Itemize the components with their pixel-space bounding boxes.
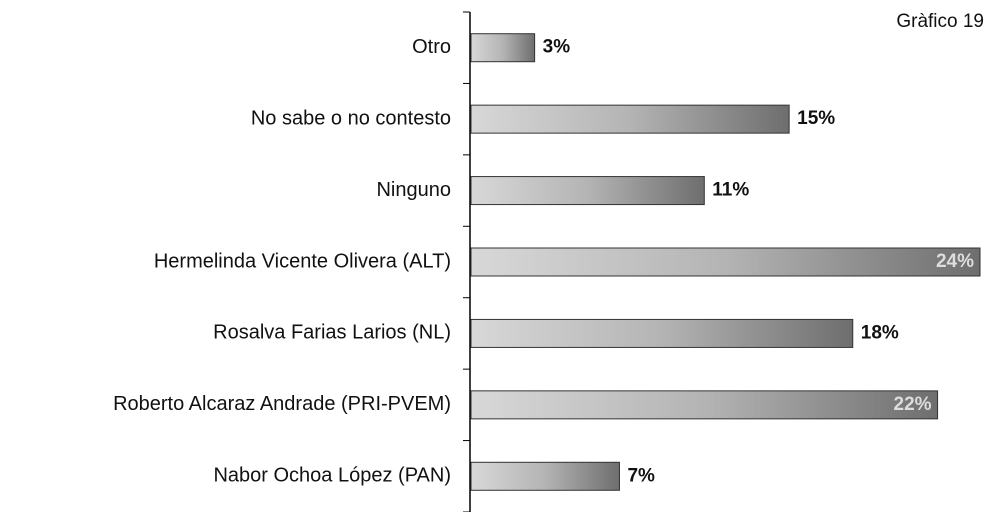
category-label: Rosalva Farias Larios (NL) xyxy=(213,322,451,344)
category-label: Nabor Ochoa López (PAN) xyxy=(213,465,451,487)
category-label: Hermelinda Vicente Olivera (ALT) xyxy=(154,250,451,272)
bar xyxy=(470,176,705,206)
bar xyxy=(470,33,536,63)
bar xyxy=(470,461,620,491)
value-label: 15% xyxy=(797,108,835,129)
bar xyxy=(470,104,790,134)
category-label: No sabe o no contesto xyxy=(251,107,451,129)
value-label: 24% xyxy=(936,251,974,272)
chart-title: Gràfico 19 xyxy=(896,11,984,32)
value-label: 11% xyxy=(712,180,749,201)
bar xyxy=(470,390,939,420)
value-label: 22% xyxy=(894,394,932,415)
category-label: Ninguno xyxy=(376,179,451,201)
value-label: 7% xyxy=(627,465,655,486)
value-label: 3% xyxy=(543,37,571,58)
value-label: 18% xyxy=(861,322,899,343)
bar xyxy=(470,318,854,348)
bar xyxy=(470,247,981,277)
category-label: Roberto Alcaraz Andrade (PRI-PVEM) xyxy=(113,393,451,415)
category-label: Otro xyxy=(412,36,451,58)
